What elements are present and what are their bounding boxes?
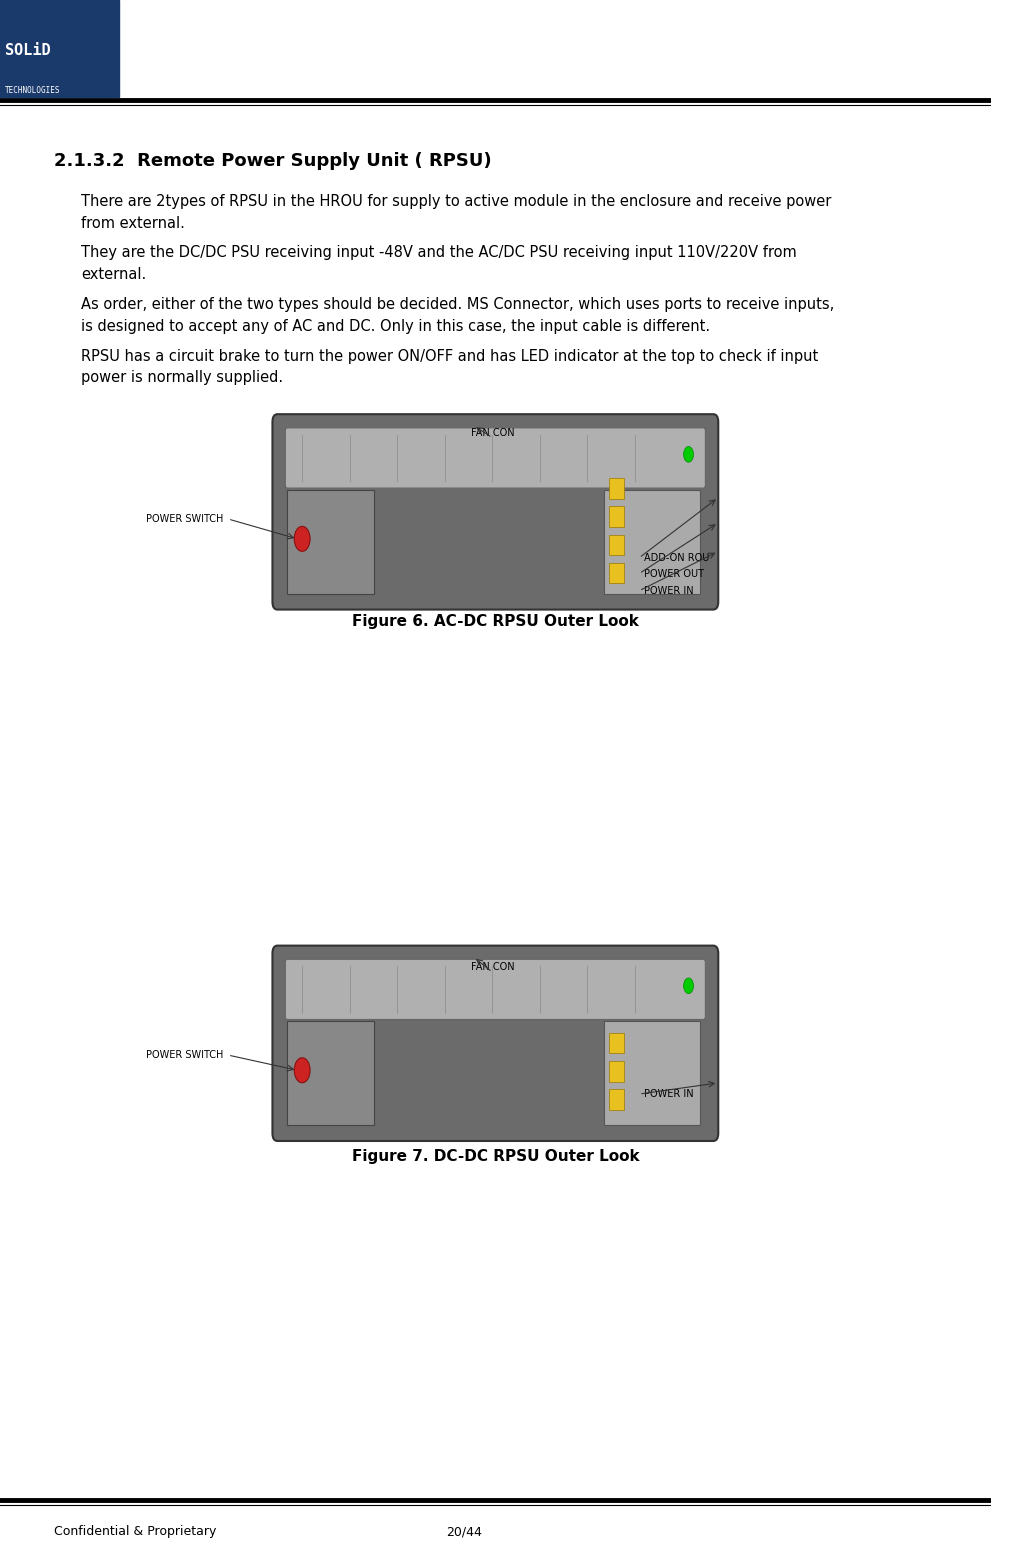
Text: POWER OUT: POWER OUT bbox=[644, 569, 704, 578]
Text: SOLiD: SOLiD bbox=[5, 42, 51, 58]
Text: FAN CON: FAN CON bbox=[471, 963, 515, 972]
Text: power is normally supplied.: power is normally supplied. bbox=[82, 370, 283, 386]
Bar bbox=[287, 489, 375, 594]
Text: external.: external. bbox=[82, 267, 147, 283]
Bar bbox=[608, 563, 624, 583]
Text: Figure 7. DC-DC RPSU Outer Look: Figure 7. DC-DC RPSU Outer Look bbox=[352, 1149, 639, 1164]
Circle shape bbox=[684, 447, 694, 463]
Text: is designed to accept any of AC and DC. Only in this case, the input cable is di: is designed to accept any of AC and DC. … bbox=[82, 319, 710, 334]
Bar bbox=[0, 0, 119, 97]
Text: RPSU has a circuit brake to turn the power ON/OFF and has LED indicator at the t: RPSU has a circuit brake to turn the pow… bbox=[82, 349, 818, 364]
Text: Confidential & Proprietary: Confidential & Proprietary bbox=[54, 1525, 217, 1538]
Circle shape bbox=[684, 978, 694, 994]
Text: There are 2types of RPSU in the HROU for supply to active module in the enclosur: There are 2types of RPSU in the HROU for… bbox=[82, 194, 832, 209]
Bar bbox=[608, 478, 624, 499]
FancyBboxPatch shape bbox=[272, 414, 718, 610]
Bar bbox=[608, 1089, 624, 1110]
FancyBboxPatch shape bbox=[285, 428, 705, 488]
Text: FAN CON: FAN CON bbox=[471, 428, 515, 438]
Circle shape bbox=[294, 527, 310, 552]
Text: POWER SWITCH: POWER SWITCH bbox=[146, 1050, 223, 1060]
Bar bbox=[604, 1021, 700, 1125]
Text: 20/44: 20/44 bbox=[446, 1525, 482, 1538]
Bar bbox=[608, 1033, 624, 1053]
FancyBboxPatch shape bbox=[285, 960, 705, 1019]
Text: from external.: from external. bbox=[82, 216, 185, 231]
Text: 2.1.3.2  Remote Power Supply Unit ( RPSU): 2.1.3.2 Remote Power Supply Unit ( RPSU) bbox=[54, 152, 492, 170]
Circle shape bbox=[294, 1058, 310, 1083]
Bar bbox=[287, 1021, 375, 1125]
Text: POWER SWITCH: POWER SWITCH bbox=[146, 514, 223, 524]
Text: POWER IN: POWER IN bbox=[644, 1089, 694, 1099]
Text: Figure 6. AC-DC RPSU Outer Look: Figure 6. AC-DC RPSU Outer Look bbox=[352, 614, 639, 630]
FancyBboxPatch shape bbox=[272, 946, 718, 1141]
Bar bbox=[608, 506, 624, 527]
Bar bbox=[604, 489, 700, 594]
Bar bbox=[608, 535, 624, 555]
Text: They are the DC/DC PSU receiving input -48V and the AC/DC PSU receiving input 11: They are the DC/DC PSU receiving input -… bbox=[82, 245, 797, 261]
Text: As order, either of the two types should be decided. MS Connector, which uses po: As order, either of the two types should… bbox=[82, 297, 835, 313]
Text: ADD-ON ROU: ADD-ON ROU bbox=[644, 553, 709, 563]
Bar bbox=[608, 1061, 624, 1082]
Text: TECHNOLOGIES: TECHNOLOGIES bbox=[5, 86, 60, 95]
Text: POWER IN: POWER IN bbox=[644, 586, 694, 596]
